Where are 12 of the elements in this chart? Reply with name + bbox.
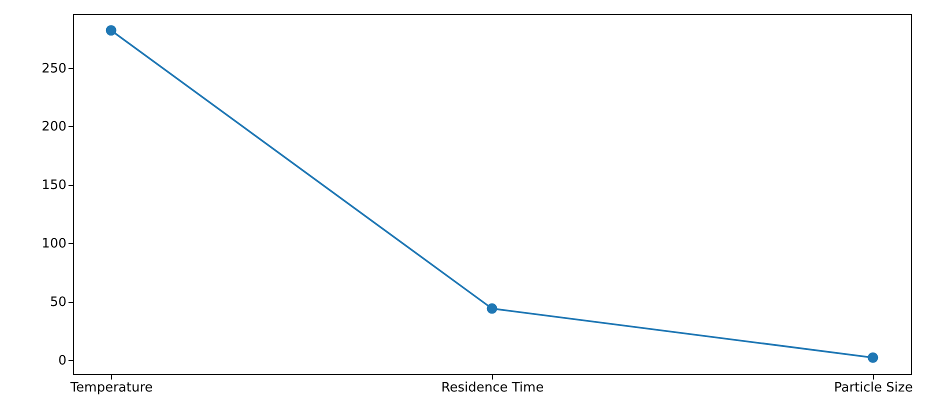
x-tick-label: Temperature (69, 380, 153, 396)
x-tick-label: Residence Time (441, 380, 544, 396)
point (868, 352, 878, 363)
y-tick-label: 50 (50, 295, 66, 310)
y-tick-label: 200 (42, 120, 66, 135)
y-tick-label: 0 (58, 353, 66, 368)
y-tick-label: 250 (42, 61, 66, 76)
point (106, 25, 116, 36)
x-tick-label: Particle Size (834, 380, 913, 396)
y-tick-label: 150 (42, 178, 66, 194)
y-tick-label: 100 (42, 236, 66, 252)
point (486, 303, 498, 314)
